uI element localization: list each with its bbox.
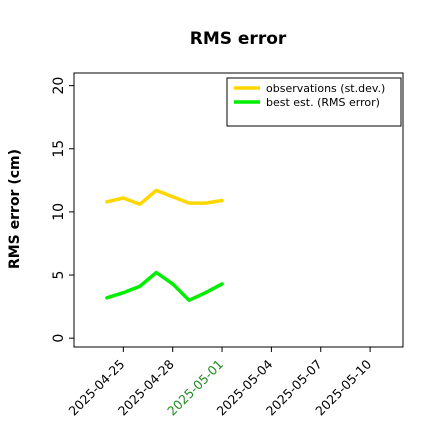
data-point: [204, 291, 207, 294]
series-line-1: [105, 270, 224, 303]
legend-label: best est. (RMS error): [266, 96, 380, 109]
data-point: [187, 201, 191, 205]
data-point: [204, 201, 207, 205]
data-point: [220, 282, 224, 286]
y-axis: 0 5 10 15 20: [51, 77, 74, 343]
data-point: [155, 189, 158, 192]
y-tick-label: 15: [51, 140, 67, 158]
data-point: [122, 291, 125, 294]
series-layer: [105, 188, 224, 303]
legend: observations (st.dev.)best est. (RMS err…: [226, 77, 402, 127]
data-point: [138, 203, 141, 206]
data-point: [105, 200, 109, 203]
y-tick-label: 10: [51, 203, 67, 221]
data-point: [155, 271, 158, 274]
data-point: [171, 282, 174, 286]
y-tick-label: 5: [51, 271, 67, 280]
data-point: [220, 199, 224, 202]
data-point: [122, 196, 125, 200]
legend-label: observations (st.dev.): [266, 82, 385, 95]
data-point: [105, 296, 109, 299]
plot-frame: [73, 72, 404, 348]
chart-title: RMS error: [190, 29, 287, 49]
x-axis: 2025-04-252025-04-282025-05-012025-05-04…: [65, 347, 374, 418]
y-tick-label: 0: [51, 334, 67, 343]
data-point: [138, 285, 141, 288]
series-line-0: [105, 188, 224, 207]
data-point: [171, 195, 174, 198]
y-axis-label: RMS error (cm): [7, 149, 23, 269]
y-tick-label: 20: [51, 77, 67, 95]
data-point: [187, 299, 191, 302]
